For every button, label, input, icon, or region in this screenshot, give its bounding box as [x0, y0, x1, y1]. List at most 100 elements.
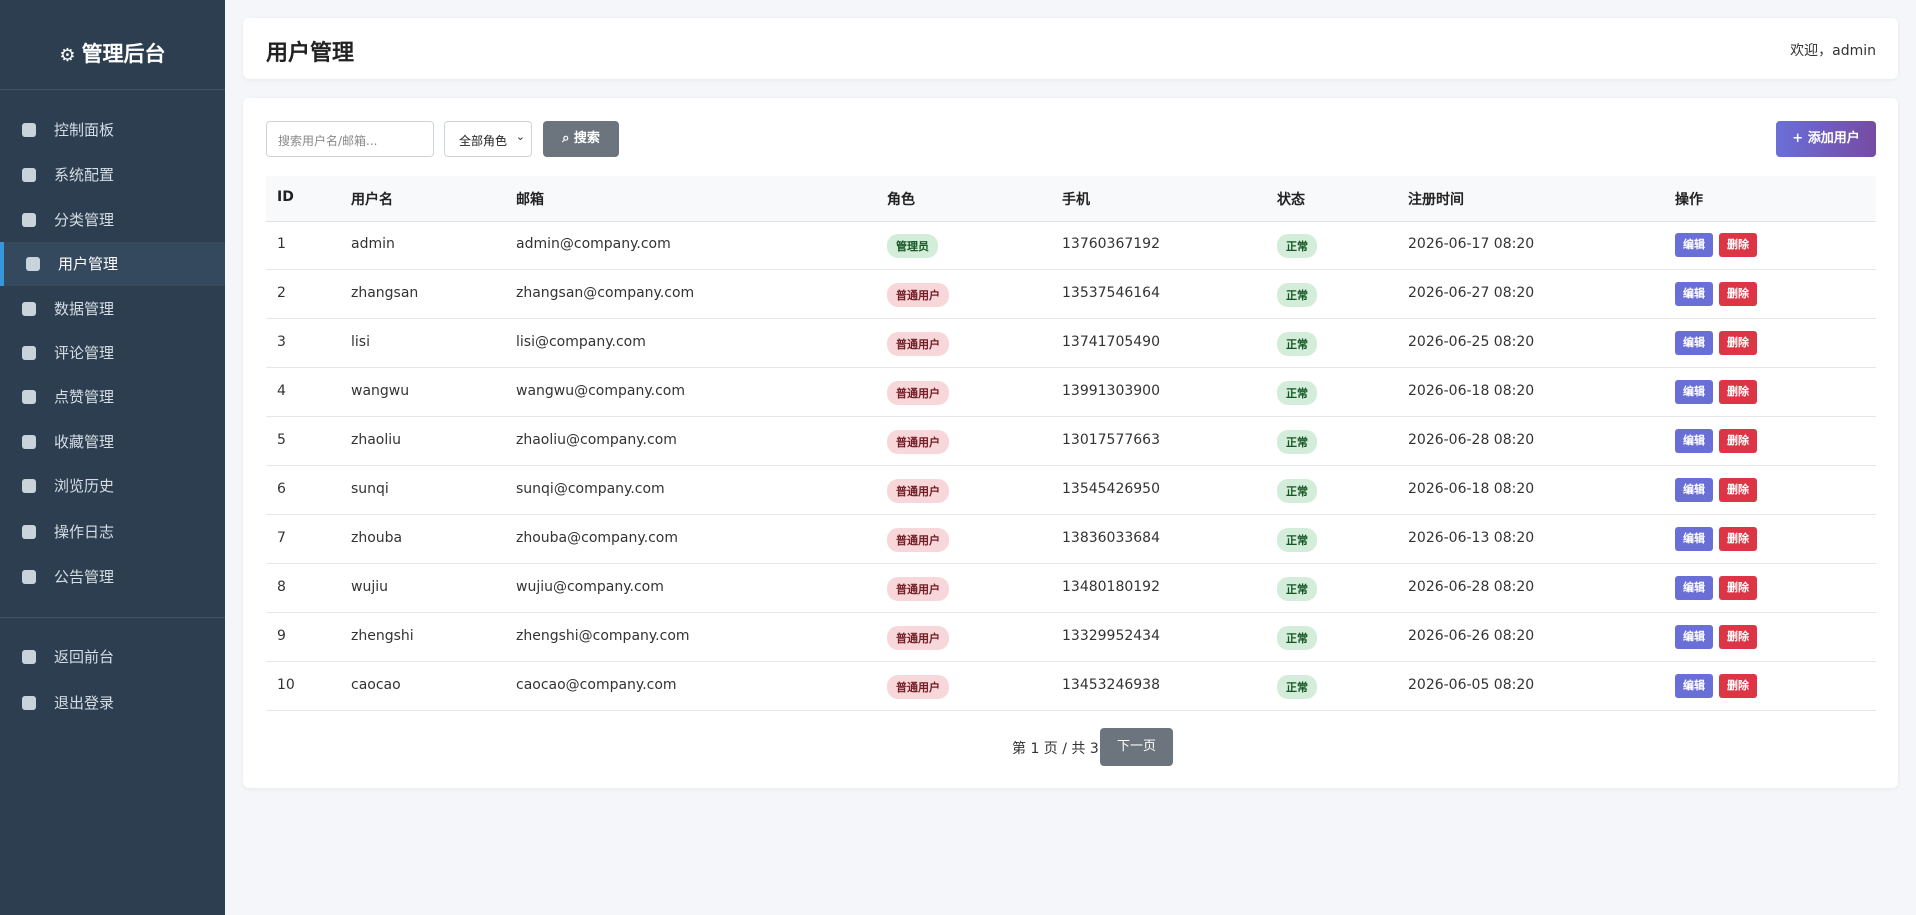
table-cell: 13017577663	[1062, 432, 1160, 448]
menu-item[interactable]: 公告管理	[0, 555, 225, 599]
delete-button[interactable]: 删除	[1719, 331, 1757, 355]
delete-button[interactable]: 删除	[1719, 380, 1757, 404]
edit-button[interactable]: 编辑	[1675, 478, 1713, 502]
role-badge: 普通用户	[887, 332, 949, 356]
column-header: 操作	[1675, 192, 1703, 208]
table-cell: zhouba	[351, 530, 403, 546]
table-cell: 13329952434	[1062, 628, 1160, 644]
header: 用户管理 欢迎，admin	[243, 18, 1898, 79]
status-badge: 正常	[1277, 479, 1317, 503]
delete-button[interactable]: 删除	[1719, 478, 1757, 502]
table-cell: 13545426950	[1062, 481, 1160, 497]
add-button[interactable]: + 添加用户	[1776, 121, 1876, 157]
delete-button[interactable]: 删除	[1719, 527, 1757, 551]
edit-button[interactable]: 编辑	[1675, 527, 1713, 551]
table-cell: 2	[277, 285, 286, 301]
row-divider	[266, 710, 1876, 711]
edit-button[interactable]: 编辑	[1675, 331, 1713, 355]
table-cell: admin	[351, 236, 395, 252]
edit-button[interactable]: 编辑	[1675, 429, 1713, 453]
row-divider	[266, 465, 1876, 466]
menu-label: 操作日志	[54, 523, 115, 541]
edit-button[interactable]: 编辑	[1675, 282, 1713, 306]
button-text: 添加用户	[1807, 131, 1860, 146]
role-badge: 普通用户	[887, 528, 949, 552]
edit-button[interactable]: 编辑	[1675, 625, 1713, 649]
menu-icon	[22, 168, 36, 182]
menu-icon	[22, 650, 36, 664]
row-divider	[266, 563, 1876, 564]
row-divider	[266, 416, 1876, 417]
table-cell: 2026-06-17 08:20	[1408, 236, 1535, 252]
table-cell: 13537546164	[1062, 285, 1160, 301]
menu-item[interactable]: 退出登录	[0, 681, 225, 725]
menu-icon	[22, 302, 36, 316]
edit-button[interactable]: 编辑	[1675, 233, 1713, 257]
status-badge: 正常	[1277, 234, 1317, 258]
table-cell: 2026-06-18 08:20	[1408, 481, 1535, 497]
role-select[interactable]: 全部角色 ⌄	[444, 121, 532, 157]
menu-item[interactable]: 系统配置	[0, 153, 225, 197]
table-cell: zhaoliu	[351, 432, 402, 448]
delete-button[interactable]: 删除	[1719, 233, 1757, 257]
edit-button[interactable]: 编辑	[1675, 380, 1713, 404]
menu-icon	[26, 257, 40, 271]
brand-text: 管理后台	[81, 42, 166, 66]
menu-label: 控制面板	[54, 121, 115, 139]
table-cell: zhengshi	[351, 628, 414, 644]
menu-item[interactable]: 用户管理	[0, 242, 225, 286]
menu-item[interactable]: 分类管理	[0, 198, 225, 242]
menu-item[interactable]: 浏览历史	[0, 464, 225, 508]
delete-button[interactable]: 删除	[1719, 625, 1757, 649]
table-cell: 13991303900	[1062, 383, 1160, 399]
welcome-text: 欢迎，admin	[1790, 43, 1876, 59]
menu-icon	[22, 696, 36, 710]
select-text: 全部角色	[459, 134, 508, 148]
menu-item[interactable]: 控制面板	[0, 108, 225, 152]
table-cell: 9	[277, 628, 286, 644]
row-divider	[266, 318, 1876, 319]
separator	[0, 89, 225, 90]
menu-label: 系统配置	[54, 166, 115, 184]
next-button[interactable]: 下一页	[1100, 728, 1173, 766]
status-badge: 正常	[1277, 577, 1317, 601]
column-header: 状态	[1277, 192, 1305, 208]
delete-button[interactable]: 删除	[1719, 282, 1757, 306]
table-cell: admin@company.com	[516, 236, 671, 252]
menu-icon	[22, 390, 36, 404]
role-badge: 普通用户	[887, 675, 949, 699]
row-divider	[266, 269, 1876, 270]
menu-item[interactable]: 评论管理	[0, 331, 225, 375]
edit-button[interactable]: 编辑	[1675, 674, 1713, 698]
menu-icon	[22, 123, 36, 137]
table-cell: 13480180192	[1062, 579, 1160, 595]
table-cell: wujiu	[351, 579, 388, 595]
page-info: 第 1 页 / 共 3 页	[1012, 741, 1118, 757]
menu-item[interactable]: 数据管理	[0, 287, 225, 331]
table-cell: caocao@company.com	[516, 677, 677, 693]
table-cell: zhengshi@company.com	[516, 628, 690, 644]
table-cell: 2026-06-25 08:20	[1408, 334, 1535, 350]
menu-item[interactable]: 操作日志	[0, 510, 225, 554]
delete-button[interactable]: 删除	[1719, 429, 1757, 453]
edit-button[interactable]: 编辑	[1675, 576, 1713, 600]
search-input[interactable]: 搜索用户名/邮箱...	[266, 121, 434, 157]
menu-label: 退出登录	[54, 694, 115, 712]
menu-item[interactable]: 点赞管理	[0, 375, 225, 419]
table-cell: 3	[277, 334, 286, 350]
status-badge: 正常	[1277, 381, 1317, 405]
menu-item[interactable]: 返回前台	[0, 635, 225, 679]
menu-item[interactable]: 收藏管理	[0, 420, 225, 464]
table-cell: 2026-06-13 08:20	[1408, 530, 1535, 546]
menu-icon	[22, 570, 36, 584]
table-cell: 13760367192	[1062, 236, 1160, 252]
menu-icon	[22, 346, 36, 360]
brand: ⚙ 管理后台	[59, 42, 166, 66]
delete-button[interactable]: 删除	[1719, 576, 1757, 600]
role-badge: 普通用户	[887, 430, 949, 454]
delete-button[interactable]: 删除	[1719, 674, 1757, 698]
search-button[interactable]: ⌕ 搜索	[543, 121, 619, 157]
status-badge: 正常	[1277, 430, 1317, 454]
column-header: 用户名	[351, 192, 393, 208]
menu-label: 返回前台	[54, 648, 115, 666]
